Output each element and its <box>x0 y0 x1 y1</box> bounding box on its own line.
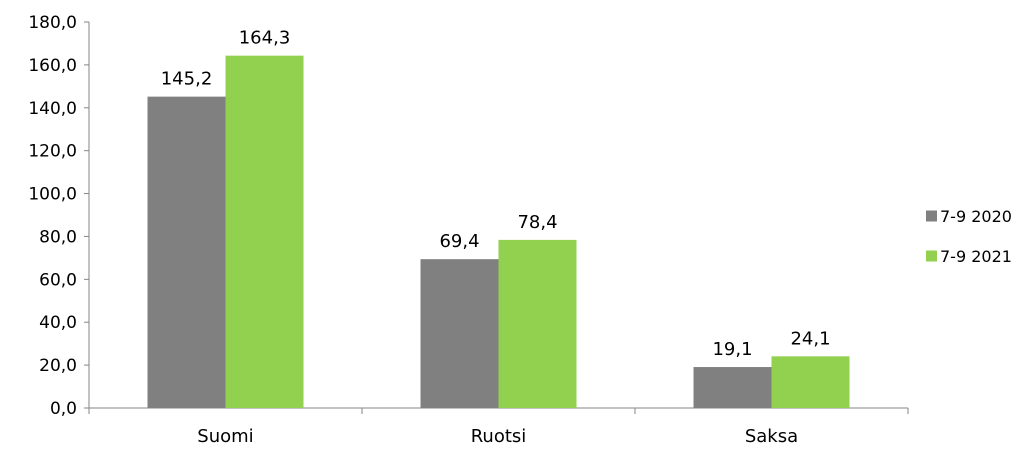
bar <box>420 259 499 408</box>
bar <box>225 55 304 408</box>
y-tick-label: 0,0 <box>50 399 77 419</box>
y-tick-label: 140,0 <box>28 99 77 119</box>
bar <box>498 239 577 408</box>
y-tick-label: 180,0 <box>28 13 77 33</box>
y-tick-label: 80,0 <box>39 227 77 247</box>
data-label: 24,1 <box>790 328 830 349</box>
axes: 0,0 20,0 40,0 60,0 80,0 100,0 120,0 140,0 160,0 1… <box>28 13 909 447</box>
bar <box>771 356 850 408</box>
legend-label: 7-9 2021 <box>940 247 1012 266</box>
x-tick-label: Suomi <box>197 426 253 447</box>
data-label: 69,4 <box>439 231 479 252</box>
data-label: 145,2 <box>161 69 213 90</box>
x-tick-label: Ruotsi <box>471 426 527 447</box>
bar <box>693 367 772 408</box>
data-label: 19,1 <box>712 339 752 360</box>
bar <box>147 96 226 409</box>
y-tick-label: 60,0 <box>39 270 77 290</box>
legend-swatch <box>926 210 937 222</box>
legend: 7-9 2020 7-9 2021 <box>926 207 1012 266</box>
y-tick-label: 160,0 <box>28 56 77 76</box>
data-labels: 145,2 164,3 69,4 78,4 19,1 24,1 <box>161 28 831 360</box>
y-tick-label: 20,0 <box>39 356 77 376</box>
bars <box>147 55 850 409</box>
legend-swatch <box>926 250 937 262</box>
legend-label: 7-9 2020 <box>940 207 1012 226</box>
y-tick-label: 40,0 <box>39 313 77 333</box>
y-tick-label: 120,0 <box>28 142 77 162</box>
data-label: 164,3 <box>239 28 291 49</box>
data-label: 78,4 <box>517 212 557 233</box>
y-tick-label: 100,0 <box>28 185 77 205</box>
x-tick-label: Saksa <box>745 426 798 447</box>
